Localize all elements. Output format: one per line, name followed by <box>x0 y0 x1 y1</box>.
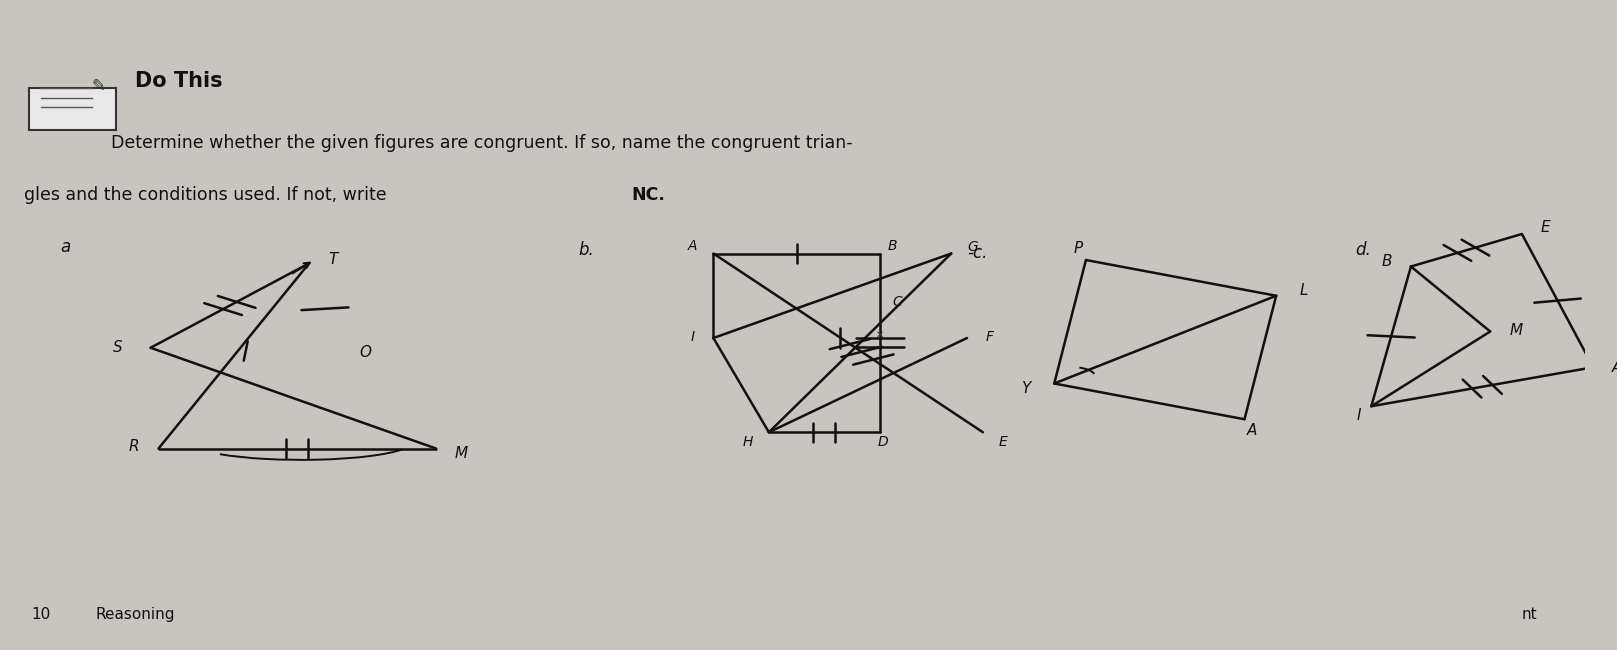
Text: Y: Y <box>1020 381 1030 396</box>
Text: R: R <box>129 439 139 454</box>
Text: D: D <box>878 435 888 449</box>
Text: T: T <box>328 252 338 268</box>
Text: B: B <box>888 239 897 253</box>
Text: gles and the conditions used. If not, write: gles and the conditions used. If not, wr… <box>24 186 391 204</box>
Text: A: A <box>689 239 697 253</box>
Text: b.: b. <box>579 241 595 259</box>
Text: L: L <box>1300 283 1308 298</box>
Text: G: G <box>967 240 978 254</box>
Text: H: H <box>742 435 754 449</box>
Text: a: a <box>60 238 71 256</box>
Text: C: C <box>893 295 902 309</box>
Text: A: A <box>1612 359 1617 375</box>
Text: M: M <box>454 446 467 462</box>
Text: Reasoning: Reasoning <box>95 606 175 622</box>
Text: ✕: ✕ <box>876 330 884 340</box>
Text: I: I <box>1357 408 1362 424</box>
Bar <box>29 88 116 130</box>
Text: P: P <box>1074 240 1083 256</box>
Text: E: E <box>999 435 1007 449</box>
Text: O: O <box>361 345 372 361</box>
Text: Determine whether the given figures are congruent. If so, name the congruent tri: Determine whether the given figures are … <box>112 134 852 152</box>
Text: d.: d. <box>1355 241 1371 259</box>
Text: E: E <box>1541 220 1551 235</box>
Text: 10: 10 <box>32 606 52 622</box>
Text: -c.: -c. <box>967 244 988 263</box>
Text: B: B <box>1381 254 1392 269</box>
Text: F: F <box>986 330 994 344</box>
Text: Do This: Do This <box>134 72 223 91</box>
Text: NC.: NC. <box>631 186 665 204</box>
Text: nt: nt <box>1522 606 1538 622</box>
Text: I: I <box>690 330 694 344</box>
Text: M: M <box>1509 322 1522 338</box>
Text: S: S <box>113 340 121 356</box>
Text: ✎: ✎ <box>91 77 105 96</box>
Text: A: A <box>1247 423 1258 439</box>
